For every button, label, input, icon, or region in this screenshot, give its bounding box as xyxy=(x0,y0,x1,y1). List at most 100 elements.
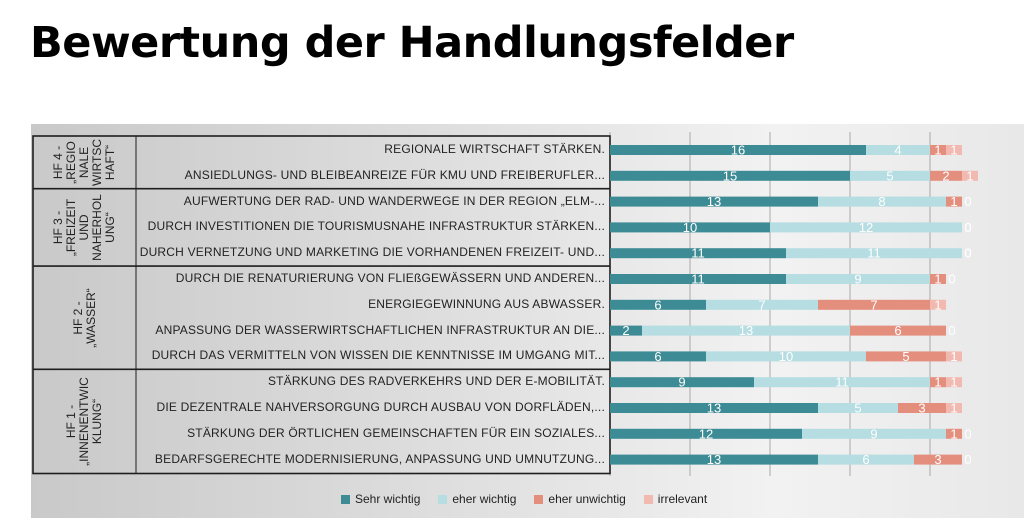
data-label: 1 xyxy=(934,297,941,312)
bar-segment xyxy=(770,222,962,233)
data-label: 1 xyxy=(950,143,957,158)
data-label: 12 xyxy=(859,220,873,235)
bar-segment xyxy=(930,170,962,181)
bar-segment xyxy=(610,377,754,388)
data-label: 10 xyxy=(683,220,697,235)
data-label: 3 xyxy=(934,452,941,467)
group-label: HF 2 - „WASSER“ xyxy=(70,287,98,348)
legend-swatch xyxy=(534,494,544,504)
data-label: 6 xyxy=(654,349,661,364)
data-label: 7 xyxy=(758,297,765,312)
data-label: 13 xyxy=(707,194,721,209)
data-label: 7 xyxy=(870,297,877,312)
legend-item: Sehr wichtig xyxy=(341,492,420,506)
bar-segment xyxy=(610,196,818,207)
category-label: REGIONALE WIRTSCHAFT STÄRKEN. xyxy=(384,142,605,156)
bar-segment xyxy=(818,196,946,207)
legend-swatch xyxy=(341,494,350,504)
legend-item: eher unwichtig xyxy=(534,492,626,506)
data-label: 9 xyxy=(678,375,685,390)
bar-segment xyxy=(610,248,786,259)
data-label: 1 xyxy=(934,375,941,390)
group-label: HF 3 - „FREIZEIT UND NAHERHOL UNG“ xyxy=(50,194,117,261)
data-label: 6 xyxy=(862,452,869,467)
data-label: 10 xyxy=(779,349,793,364)
legend-item: irrelevant xyxy=(643,492,708,506)
group-label: HF 4 - „REGIO NALE WIRTSC HAFT“ xyxy=(51,138,118,186)
data-label: 0 xyxy=(964,220,971,235)
data-label: 2 xyxy=(942,168,949,183)
legend-swatch xyxy=(438,494,448,504)
bar-segment xyxy=(642,325,850,336)
bar-segment xyxy=(610,428,802,439)
data-label: 1 xyxy=(950,426,957,441)
bar-segment xyxy=(786,274,930,284)
category-label: DURCH DIE RENATURIERUNG VON FLIEßGEWÄSSE… xyxy=(175,271,605,285)
data-label: 1 xyxy=(950,349,957,364)
data-label: 0 xyxy=(964,220,971,235)
category-label: ENERGIEGEWINNUNG AUS ABWASSER. xyxy=(368,296,605,311)
data-label: 1 xyxy=(966,168,973,183)
bar-segment xyxy=(610,222,770,233)
legend-label: eher wichtig xyxy=(452,492,517,506)
bar-segment xyxy=(754,377,930,388)
bar-segment xyxy=(946,351,962,362)
bar-segment xyxy=(898,403,946,413)
data-label: 0 xyxy=(964,426,971,441)
data-label: 13 xyxy=(707,452,721,467)
bar-segment xyxy=(946,377,962,388)
bar-segment xyxy=(706,299,818,310)
data-label: 5 xyxy=(854,401,861,416)
bar-segment xyxy=(786,248,962,259)
category-label: AUFWERTUNG DER RAD- UND WANDERWEGE IN DE… xyxy=(183,193,605,208)
category-label: ANPASSUNG DER WASSERWIRTSCHAFTLICHEN INF… xyxy=(155,322,605,337)
category-label: BEDARFSGERECHTE MODERNISIERUNG, ANPASSUN… xyxy=(154,451,605,466)
category-label: DIE DEZENTRALE NAHVERSORGUNG DURCH AUSBA… xyxy=(156,400,605,414)
legend-swatch xyxy=(643,494,653,504)
data-label: 13 xyxy=(739,323,753,338)
data-label: 0 xyxy=(948,323,955,338)
bar-segment xyxy=(610,170,850,181)
data-label: 11 xyxy=(691,246,705,261)
category-label: STÄRKUNG DES RADVERKEHRS UND DER E-MOBIL… xyxy=(267,374,605,389)
bar-segment xyxy=(930,377,946,388)
data-label: 6 xyxy=(654,297,661,312)
data-label: 11 xyxy=(867,246,881,261)
bar-segment xyxy=(930,274,946,284)
legend-item: eher wichtig xyxy=(438,492,516,506)
legend-label: irrelevant xyxy=(657,492,708,506)
group-label: HF 1 - „INNENENTWIC KLUNG“ xyxy=(63,377,104,466)
bar-segment xyxy=(610,403,818,413)
data-label: 4 xyxy=(894,143,901,158)
bar-segment xyxy=(946,403,962,413)
bar-segment xyxy=(818,403,898,413)
bar-segment xyxy=(914,454,962,465)
data-label: 1 xyxy=(950,375,957,390)
data-label: 1 xyxy=(950,194,957,209)
legend-label: Sehr wichtig xyxy=(355,492,421,506)
data-label: 1 xyxy=(934,272,941,287)
data-label: 13 xyxy=(707,401,721,416)
bar-segment xyxy=(866,351,946,362)
chart-panel: 16 4 1 1 15 5 2 1 13 8 1 0 10 12 0 0 11 11 0 0 11 9 1 0 6 7 7 1 2 13 6… xyxy=(31,124,1024,518)
bar-segment xyxy=(930,299,946,310)
bar-segment xyxy=(962,170,978,181)
category-label: DURCH INVESTITIONEN DIE TOURISMUSNAHE IN… xyxy=(147,219,605,234)
data-label: 16 xyxy=(731,143,745,158)
bar-segment xyxy=(946,196,962,207)
bar-segment xyxy=(850,170,930,181)
data-label: 9 xyxy=(870,426,877,441)
category-label: DURCH DAS VERMITTELN VON WISSEN DIE KENN… xyxy=(151,348,605,363)
bar-segment xyxy=(818,454,914,465)
data-label: 0 xyxy=(948,272,955,287)
bar-segment xyxy=(610,274,786,284)
chart-legend: Sehr wichtig eher wichtig eher unwichtig ir… xyxy=(341,492,707,506)
bar-segment xyxy=(706,351,866,362)
bar-segment xyxy=(946,145,962,155)
data-label: 6 xyxy=(894,323,901,338)
category-label: ANSIEDLUNGS- UND BLEIBEANREIZE FÜR KMU U… xyxy=(184,167,605,182)
data-label: 12 xyxy=(699,426,713,441)
data-label: 15 xyxy=(723,168,737,183)
category-label: STÄRKUNG DER ÖRTLICHEN GEMEINSCHAFTEN FÜ… xyxy=(187,425,605,440)
